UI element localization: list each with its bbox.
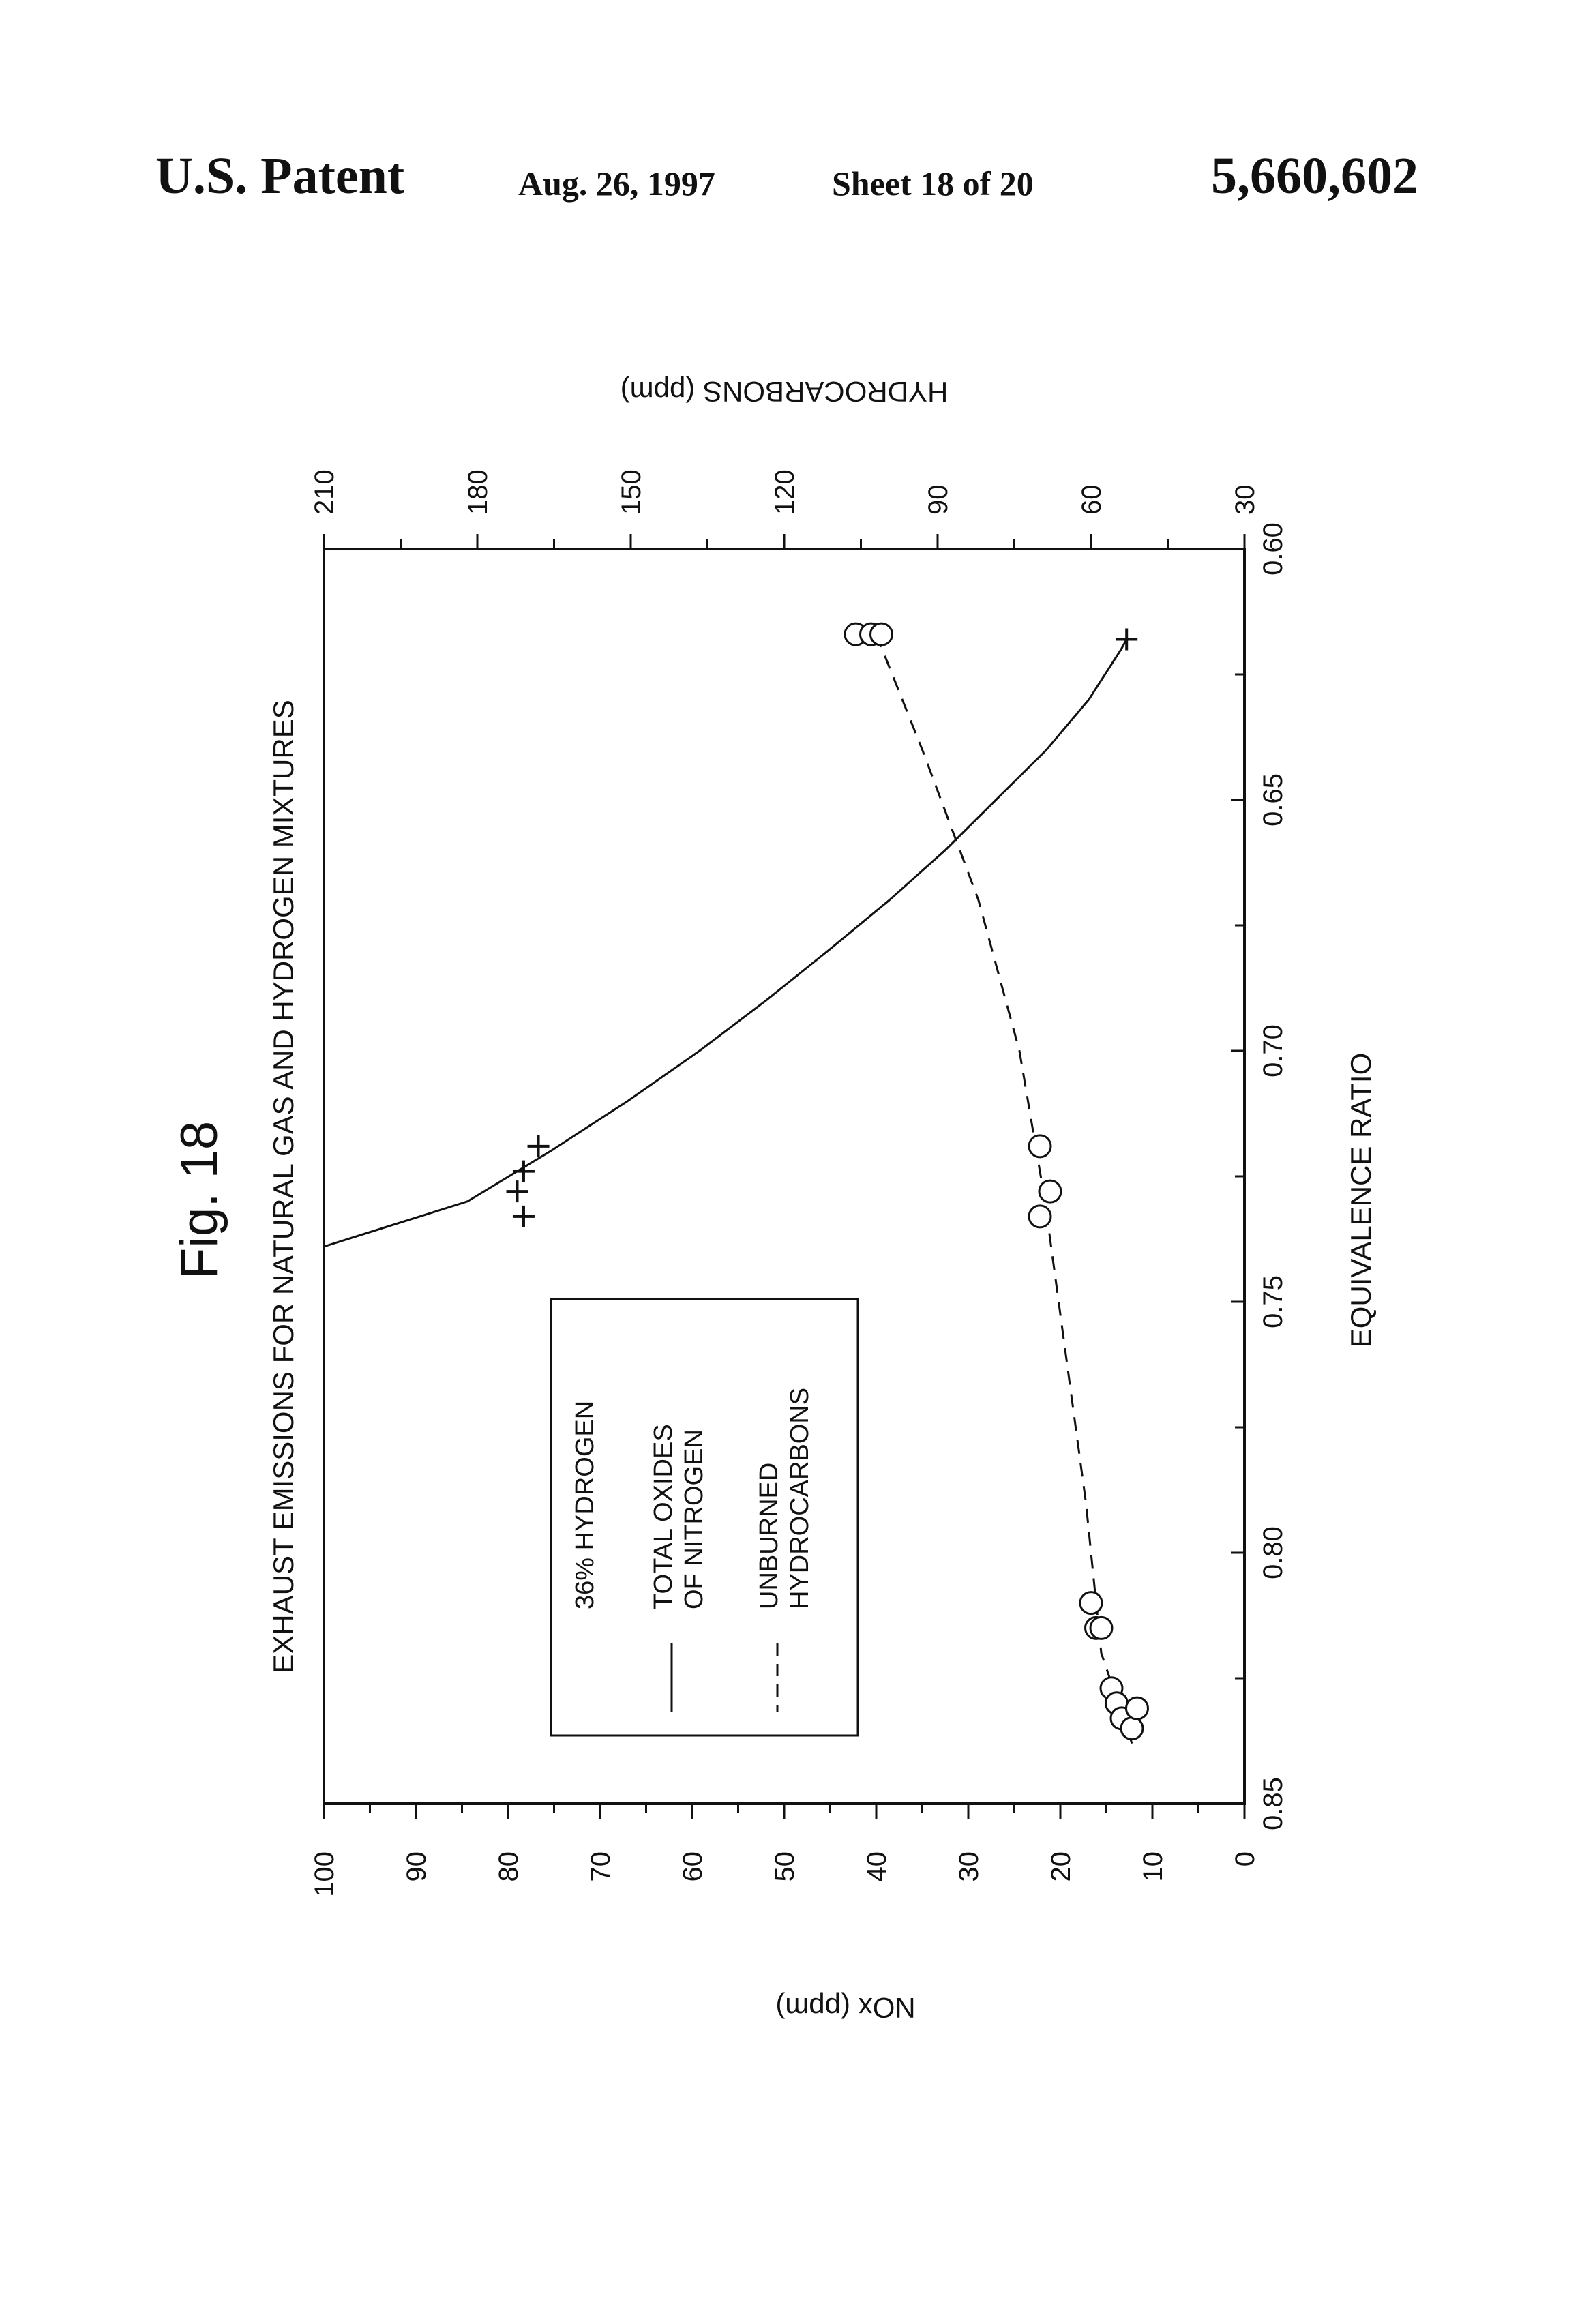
legend-hc-line1: UNBURNED [755,1463,783,1609]
y2-tick-label: 150 [616,469,646,515]
y-tick-label: 30 [954,1851,984,1882]
hydrocarbon-point [1090,1617,1112,1639]
nox-point [513,1206,535,1227]
y2-axis-label: HYDROCARBONS (ppm) [621,376,949,408]
nox-point [507,1180,528,1202]
x-tick-label: 0.70 [1258,1024,1288,1077]
y-axis-label: NOx (ppm) [775,1992,915,2024]
chart-title: EXHAUST EMISSIONS FOR NATURAL GAS AND HY… [267,700,299,1673]
y2-tick-label: 180 [463,469,493,515]
y-tick-label: 60 [678,1851,708,1882]
plot-frame [324,549,1244,1804]
x-tick-label: 0.65 [1258,773,1288,826]
y2-tick-label: 60 [1077,485,1107,516]
x-tick-label: 0.60 [1258,522,1288,576]
hydrocarbon-point [1039,1180,1061,1202]
hydrocarbon-point [871,623,893,645]
y-tick-label: 80 [494,1851,524,1882]
hydrocarbon-curve [876,634,1132,1744]
y2-tick-label: 120 [770,469,800,515]
hydrocarbon-point [1121,1718,1143,1740]
hydrocarbon-point [1029,1135,1051,1157]
y-tick-label: 100 [310,1851,340,1897]
y-tick-label: 0 [1230,1851,1260,1866]
nox-curve [324,640,1126,1247]
x-axis-label: EQUIVALENCE RATIO [1345,1053,1377,1348]
y2-tick-label: 210 [310,469,340,515]
y-tick-label: 20 [1046,1851,1076,1882]
x-tick-label: 0.85 [1258,1777,1288,1830]
y-tick-label: 90 [402,1851,432,1882]
y-tick-label: 50 [770,1851,800,1882]
legend-hc-line2: HYDROCARBONS [786,1388,814,1609]
legend-nox-line2: OF NITROGEN [680,1429,708,1609]
legend-nox-line1: TOTAL OXIDES [649,1424,678,1609]
hydrocarbon-point [1029,1206,1051,1227]
y2-tick-label: 90 [923,485,953,516]
nox-point [1116,628,1137,650]
x-tick-label: 0.75 [1258,1275,1288,1328]
hydrocarbon-point [1080,1592,1102,1614]
x-tick-label: 0.80 [1258,1526,1288,1579]
hydrocarbon-point [1126,1697,1148,1719]
legend: 36% HYDROGEN TOTAL OXIDES OF NITROGEN UN… [551,1299,858,1735]
y-tick-label: 70 [586,1851,616,1882]
y2-tick-label: 30 [1230,485,1260,516]
figure-label: Fig. 18 [170,1121,228,1279]
legend-title: 36% HYDROGEN [571,1401,599,1609]
y-tick-label: 40 [862,1851,892,1882]
y-tick-label: 10 [1138,1851,1168,1882]
